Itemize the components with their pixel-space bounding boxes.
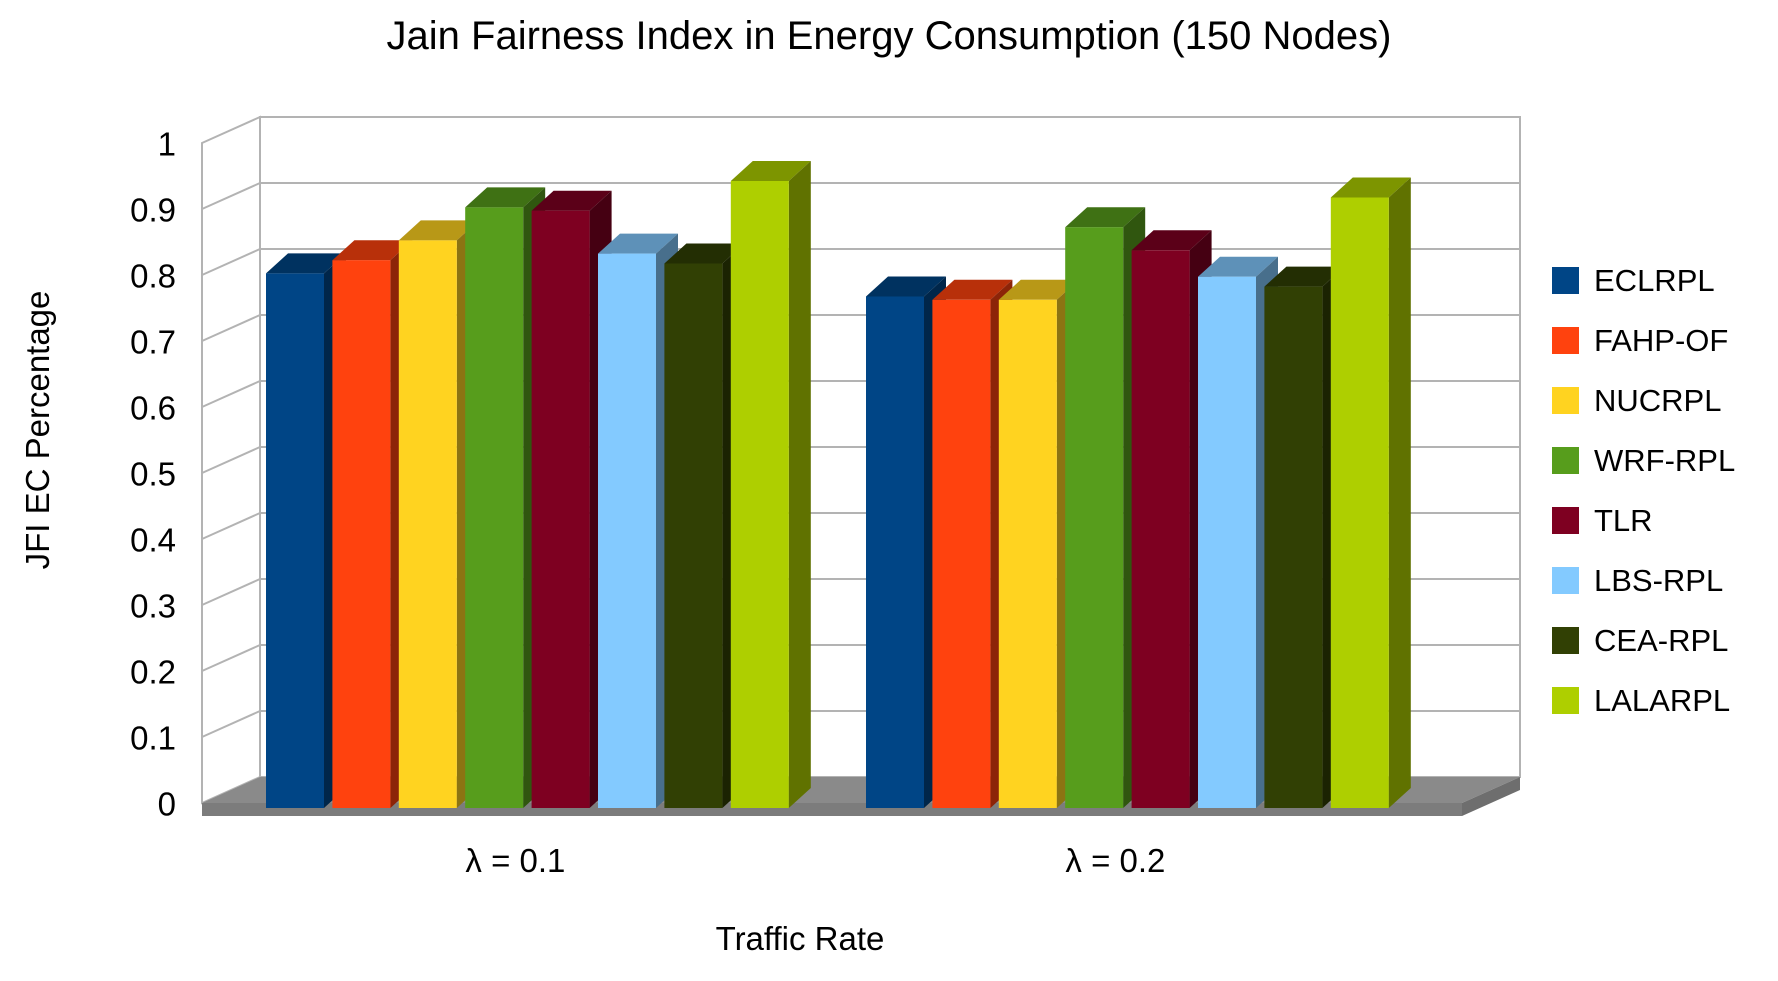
legend-label: LBS-RPL — [1594, 562, 1724, 598]
legend-swatch — [1552, 267, 1579, 294]
bar-WRF-RPL-cat0-top — [465, 187, 546, 208]
y-tick-label: 0.8 — [130, 258, 176, 295]
bar-LALARPL-cat1-top — [1330, 177, 1411, 198]
bar-LBS-RPL-cat1-top — [1198, 256, 1278, 277]
legend-item-TLR: TLR — [1552, 502, 1735, 539]
bar-LALARPL-cat1 — [1330, 197, 1389, 808]
y-tick-label: 0.5 — [130, 456, 176, 493]
x-category-label: λ = 0.2 — [1065, 842, 1165, 879]
y-tick-label: 0 — [158, 786, 176, 823]
y-axis-title: JFI EC Percentage — [19, 290, 56, 570]
bar-FAHP-OF-cat1 — [932, 299, 991, 808]
y-tick-label: 0.9 — [130, 192, 176, 229]
bar-WRF-RPL-cat1-top — [1065, 207, 1146, 228]
bar-CEA-RPL-cat0 — [664, 263, 723, 808]
x-category-label: λ = 0.1 — [465, 842, 565, 879]
y-tick-label: 0.7 — [130, 324, 176, 361]
bar-NUCRPL-cat1 — [998, 299, 1057, 808]
legend-label: FAHP-OF — [1594, 322, 1729, 358]
bar-CEA-RPL-cat0-top — [664, 243, 745, 264]
gridline-side — [201, 644, 261, 672]
legend-swatch — [1552, 567, 1579, 594]
bar-ECLRPL-cat1 — [866, 296, 924, 808]
y-tick-label: 1 — [158, 126, 176, 163]
gridline-side — [201, 512, 261, 540]
bar-TLR-cat0-top — [531, 190, 612, 211]
y-tick-label: 0.3 — [130, 588, 176, 625]
bar-FAHP-OF-cat1-top — [932, 279, 1013, 300]
legend-item-LBS-RPL: LBS-RPL — [1552, 562, 1735, 599]
bar-ECLRPL-cat1-top — [866, 276, 946, 297]
bar-LALARPL-cat1-side — [1388, 177, 1411, 808]
bar-CEA-RPL-cat1-top — [1264, 266, 1345, 287]
bar-FAHP-OF-cat0 — [332, 260, 391, 808]
chart-floor-side — [1462, 777, 1520, 816]
bar-LALARPL-cat0-side — [788, 161, 811, 808]
legend-swatch — [1552, 507, 1579, 534]
bar-FAHP-OF-cat0-top — [332, 240, 413, 261]
bar-ECLRPL-cat0 — [266, 273, 324, 808]
legend-swatch — [1552, 687, 1579, 714]
bar-LALARPL-cat0-top — [730, 161, 811, 181]
legend-item-ECLRPL: ECLRPL — [1552, 262, 1735, 299]
legend-label: NUCRPL — [1594, 382, 1722, 418]
bar-LBS-RPL-cat0-top — [598, 233, 678, 254]
bar-LALARPL-cat0 — [730, 181, 789, 808]
legend-item-FAHP-OF: FAHP-OF — [1552, 322, 1735, 359]
bar-TLR-cat1-top — [1131, 230, 1212, 251]
bar-NUCRPL-cat1-top — [998, 279, 1079, 300]
bar-NUCRPL-cat0-top — [398, 220, 479, 241]
legend-item-NUCRPL: NUCRPL — [1552, 382, 1735, 419]
legend-item-WRF-RPL: WRF-RPL — [1552, 442, 1735, 479]
bar-ECLRPL-cat0-top — [266, 253, 346, 274]
gridline-side — [201, 182, 261, 210]
bar-NUCRPL-cat0 — [398, 240, 457, 808]
gridline-side — [201, 710, 261, 738]
gridline-side — [201, 446, 261, 474]
bar-LBS-RPL-cat0 — [598, 253, 656, 809]
legend-label: CEA-RPL — [1594, 622, 1729, 658]
y-tick-label: 0.2 — [130, 654, 176, 691]
legend: ECLRPL FAHP-OF NUCRPL WRF-RPL TLR LBS-RPL CEA-… — [1552, 262, 1735, 742]
gridline-side — [201, 314, 261, 342]
legend-item-CEA-RPL: CEA-RPL — [1552, 622, 1735, 659]
bar-WRF-RPL-cat0 — [465, 207, 524, 808]
y-tick-label: 0.6 — [130, 390, 176, 427]
bar-LBS-RPL-cat1 — [1198, 276, 1256, 808]
gridline-side — [201, 380, 261, 408]
bar-TLR-cat1 — [1131, 250, 1190, 809]
bar-WRF-RPL-cat1 — [1065, 227, 1124, 808]
gridline-side — [201, 248, 261, 276]
legend-swatch — [1552, 447, 1579, 474]
bar-TLR-cat0 — [531, 210, 590, 808]
legend-swatch — [1552, 327, 1579, 354]
legend-swatch — [1552, 387, 1579, 414]
x-axis-title: Traffic Rate — [715, 920, 885, 957]
legend-label: WRF-RPL — [1594, 442, 1736, 478]
chart-title: Jain Fairness Index in Energy Consumptio… — [386, 14, 1392, 58]
legend-item-LALARPL: LALARPL — [1552, 682, 1735, 719]
y-tick-label: 0.1 — [130, 720, 176, 757]
bar-CEA-RPL-cat1 — [1264, 286, 1323, 809]
legend-label: ECLRPL — [1594, 262, 1715, 298]
legend-label: LALARPL — [1594, 682, 1731, 718]
gridline-side — [201, 578, 261, 606]
y-tick-label: 0.4 — [130, 522, 176, 559]
legend-label: TLR — [1594, 502, 1653, 538]
legend-swatch — [1552, 627, 1579, 654]
